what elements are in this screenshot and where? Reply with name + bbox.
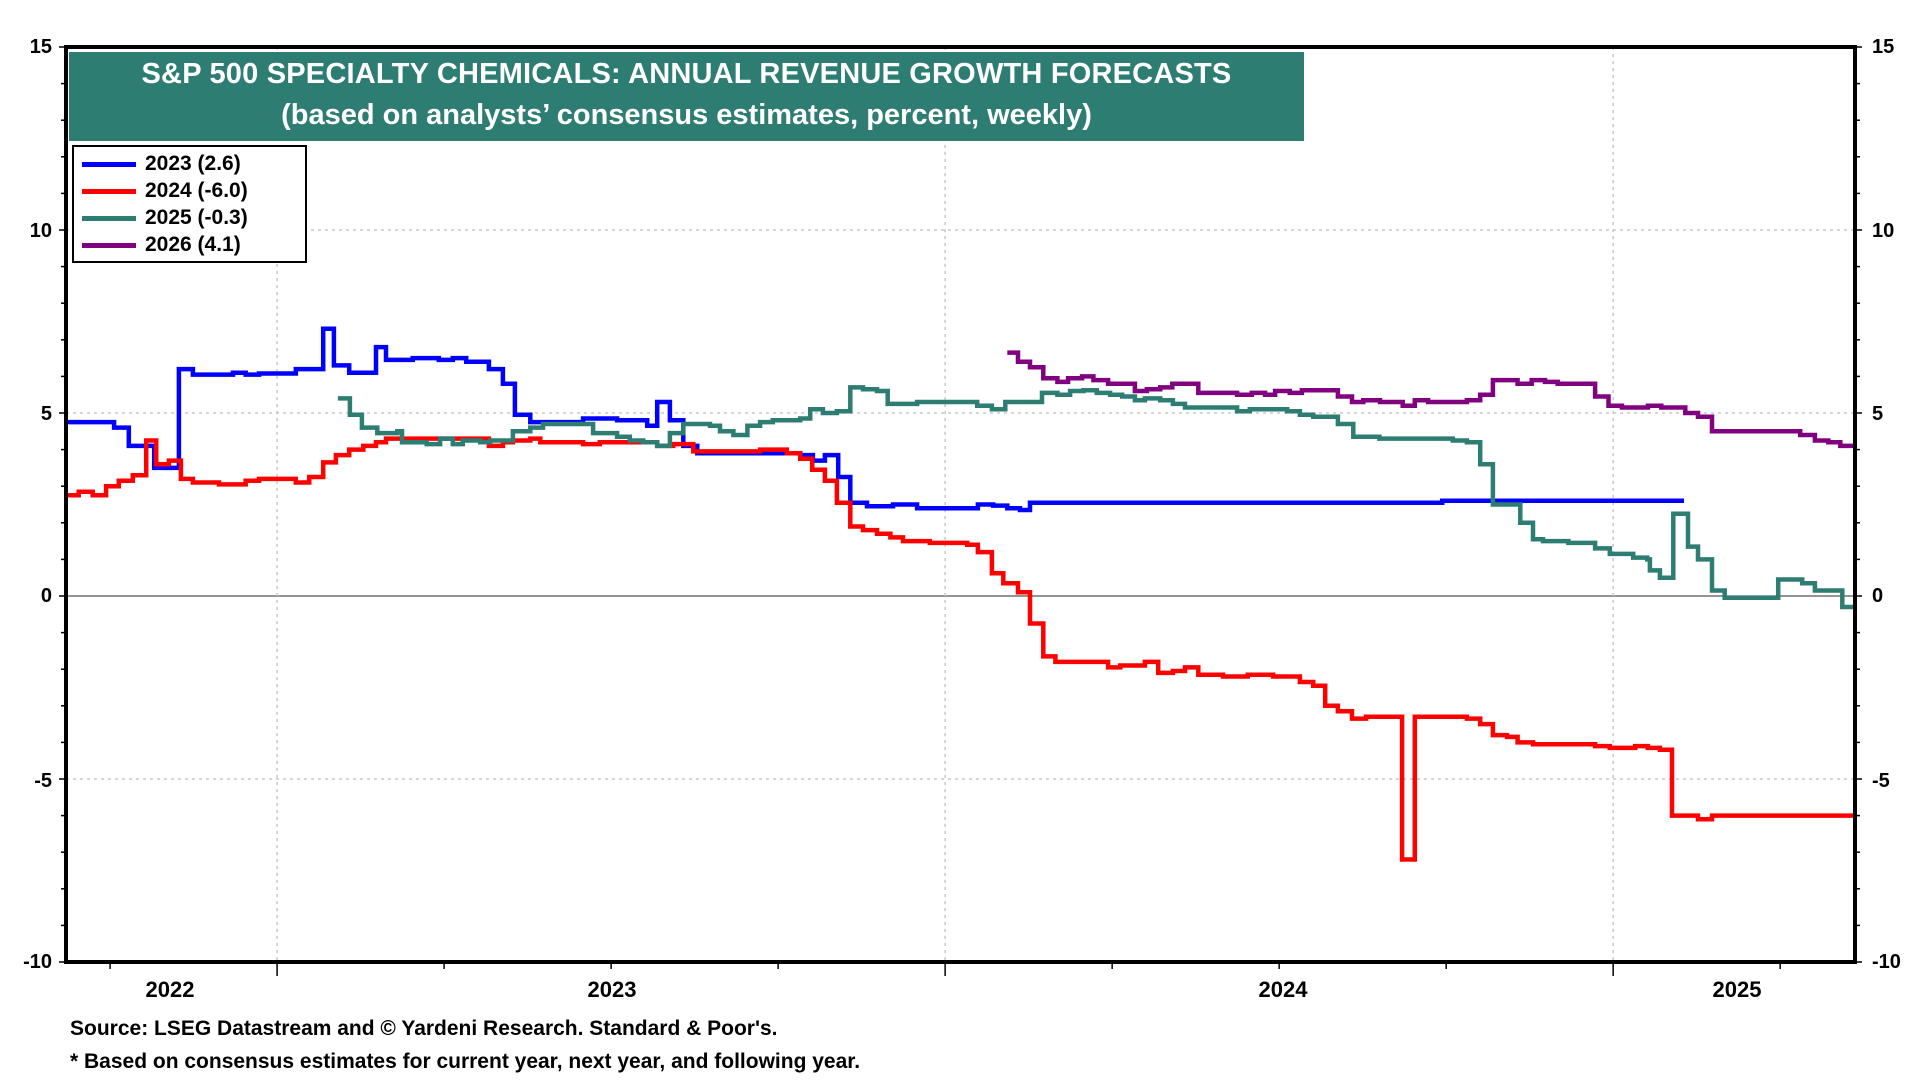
x-tick-label-2024: 2024 — [1258, 977, 1308, 1002]
legend-swatch-2024 — [82, 189, 136, 194]
legend-swatch-2025 — [82, 216, 136, 221]
chart-title: S&P 500 SPECIALTY CHEMICALS: ANNUAL REVE… — [141, 58, 1232, 90]
legend-swatch-2026 — [82, 243, 136, 248]
plot-frame — [64, 45, 1857, 964]
series-line-2026 — [1007, 350, 1855, 449]
legend-item-2026: 2026 (4.1) — [74, 232, 305, 258]
legend-item-2025: 2025 (-0.3) — [74, 205, 305, 231]
y-tick-label-right: 5 — [1872, 403, 1884, 425]
axes — [59, 45, 1862, 976]
x-tick-label-2022: 2022 — [145, 977, 195, 1002]
y-tick-label-right: -10 — [1872, 951, 1901, 973]
y-tick-label-left: 10 — [29, 220, 52, 242]
legend-item-2023: 2023 (2.6) — [74, 151, 305, 177]
y-tick-label-right: -5 — [1872, 770, 1890, 792]
legend-label: 2024 (-6.0) — [145, 179, 248, 202]
y-tick-label-right: 0 — [1872, 585, 1884, 607]
series-line-2023 — [66, 326, 1684, 513]
chart-title-box: S&P 500 SPECIALTY CHEMICALS: ANNUAL REVE… — [69, 52, 1304, 141]
series-line-2024 — [66, 436, 1855, 862]
legend-swatch-2023 — [82, 162, 136, 167]
y-tick-label-right: 10 — [1872, 220, 1895, 242]
x-tick-label-2025: 2025 — [1712, 977, 1762, 1002]
legend-label: 2023 (2.6) — [145, 152, 241, 175]
series-line-2025 — [337, 385, 1855, 610]
y-tick-label-left: 5 — [40, 403, 52, 425]
y-tick-label-left: 0 — [40, 585, 52, 607]
legend-item-2024: 2024 (-6.0) — [74, 178, 305, 204]
legend-label: 2026 (4.1) — [145, 233, 241, 256]
y-tick-label-left: -10 — [23, 951, 52, 973]
y-tick-label-left: -5 — [34, 770, 52, 792]
chart-subtitle: (based on analysts’ consensus estimates,… — [281, 99, 1092, 131]
x-tick-label-2023: 2023 — [587, 977, 637, 1002]
y-tick-label-left: 15 — [29, 36, 52, 58]
series-lines — [66, 326, 1855, 862]
y-tick-label-right: 15 — [1872, 36, 1895, 58]
source-note: Source: LSEG Datastream and © Yardeni Re… — [70, 1017, 778, 1040]
grid-lines — [66, 47, 1855, 962]
footnote: * Based on consensus estimates for curre… — [70, 1050, 861, 1073]
legend-label: 2025 (-0.3) — [145, 206, 248, 229]
legend: 2023 (2.6) 2024 (-6.0) 2025 (-0.3) 2026 … — [72, 145, 307, 263]
